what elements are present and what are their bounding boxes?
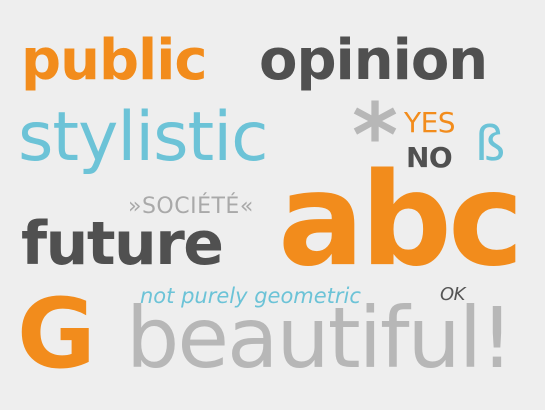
- word-societe: »SOCIÉTÉ«: [128, 194, 254, 219]
- word-ok: OK: [440, 284, 465, 305]
- word-future: future: [21, 209, 224, 279]
- asterisk-glyph: *: [352, 84, 398, 187]
- word-public: public: [21, 28, 208, 93]
- phrase-not-purely-geometric: not purely geometric: [140, 284, 361, 308]
- word-yes: YES: [404, 106, 456, 139]
- word-stylistic: stylistic: [18, 98, 268, 177]
- letter-g: G: [17, 278, 96, 390]
- word-beautiful: beautiful!: [126, 289, 514, 387]
- word-abc: abc: [278, 146, 524, 295]
- eszett-glyph: ß: [475, 116, 505, 172]
- word-no: NO: [406, 141, 453, 174]
- word-opinion: opinion: [259, 28, 488, 93]
